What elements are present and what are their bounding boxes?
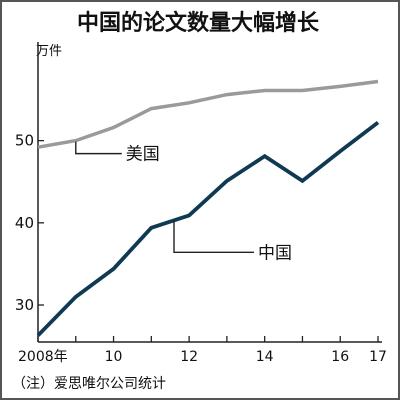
axes: 30 40 50 2008年 10 12 14 16 17 xyxy=(15,42,387,365)
series-line-1 xyxy=(36,120,380,337)
series-lines xyxy=(36,79,380,337)
x-tick-label: 16 xyxy=(331,349,349,365)
series-leader-line xyxy=(75,141,122,155)
y-tick-label: 30 xyxy=(15,296,34,314)
x-tick-label: 14 xyxy=(256,349,274,365)
y-tick-label: 50 xyxy=(15,132,34,150)
source-note: （注）爱思唯尔公司统计 xyxy=(12,376,166,392)
chart-title: 中国的论文数量大幅增长 xyxy=(77,10,320,36)
series-leader-line xyxy=(173,220,254,254)
x-tick-label: 10 xyxy=(105,349,123,365)
y-unit-label: 万件 xyxy=(36,44,62,59)
series-label: 中国 xyxy=(258,243,292,263)
x-tick-label: 12 xyxy=(180,349,198,365)
x-tick-label: 2008年 xyxy=(18,349,68,365)
series-line-0 xyxy=(37,79,379,149)
series-label: 美国 xyxy=(126,145,160,165)
x-tick-label: 17 xyxy=(369,349,387,365)
y-tick-label: 40 xyxy=(15,214,34,232)
